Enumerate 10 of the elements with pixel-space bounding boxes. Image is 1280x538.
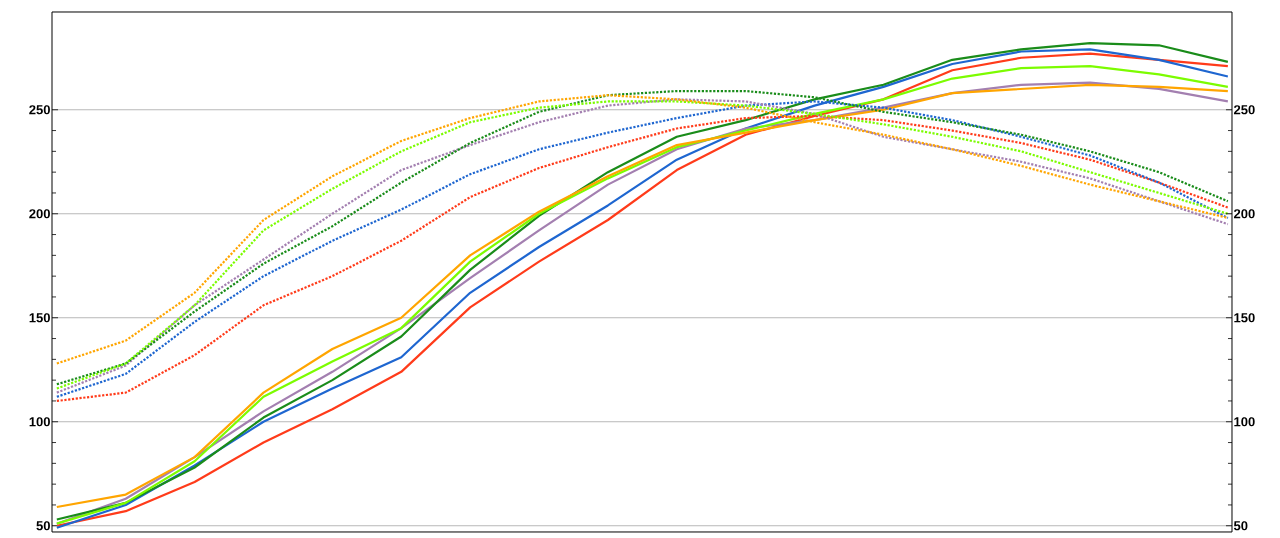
y2-tick-label: 50 [1233, 521, 1248, 531]
y2-tick-label: 100 [1234, 417, 1255, 427]
y-tick-label: 150 [29, 313, 50, 323]
y-tick-label: 250 [29, 105, 50, 115]
y-tick-label: 200 [29, 209, 50, 219]
y2-tick-label: 200 [1233, 209, 1255, 219]
y-tick-label: 100 [29, 417, 50, 427]
y2-tick-label: 150 [1234, 313, 1255, 323]
y-tick-label: 50 [36, 521, 50, 531]
y2-tick-label: 250 [1233, 105, 1255, 115]
